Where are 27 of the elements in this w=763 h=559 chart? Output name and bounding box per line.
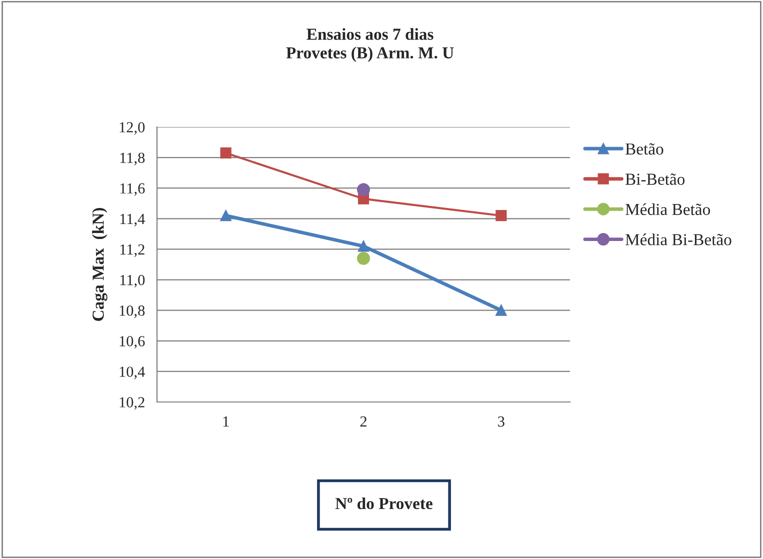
chart-title: Ensaios aos 7 dias Provetes (B) Arm. M. U: [286, 28, 454, 62]
x-axis-title: Nº do Provete: [335, 497, 432, 510]
y-tick-label: 11,0: [120, 274, 145, 288]
y-tick-label: 10,2: [120, 397, 144, 410]
legend-label: Betão: [625, 143, 664, 155]
y-tick-label: 10,8: [120, 305, 145, 318]
x-tick-label: 1: [223, 416, 229, 426]
legend-label: Bi-Betão: [625, 173, 685, 185]
legend-label: Média Betão: [625, 203, 710, 216]
point: [358, 240, 370, 252]
y-axis-title: Caga Max (kN): [92, 208, 108, 321]
y-tick-label: 11,2: [120, 244, 144, 257]
y-tick-label: 11,6: [120, 183, 145, 196]
point: [496, 304, 507, 316]
point: [356, 183, 370, 196]
y-tick-label: 12,0: [120, 122, 145, 135]
y-tick-label: 10,6: [120, 336, 145, 349]
point: [220, 210, 232, 222]
legend-label: Média Bi-Betão: [625, 234, 732, 246]
x-tick-label: 2: [360, 416, 366, 426]
y-tick-label: 11,4: [120, 214, 145, 226]
y-tick-label: 11,8: [120, 152, 145, 166]
y-tick-label: 10,4: [120, 366, 145, 380]
x-tick-label: 3: [498, 416, 504, 427]
point: [496, 210, 507, 222]
point: [356, 252, 370, 265]
point: [220, 147, 232, 159]
